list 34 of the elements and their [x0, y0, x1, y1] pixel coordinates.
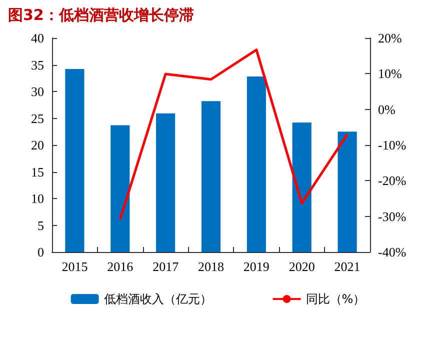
x-tick-label: 2016: [107, 259, 134, 274]
y-tick-label: 35: [31, 57, 44, 72]
y-tick-label: 30: [31, 84, 44, 99]
x-tick-label: 2019: [243, 259, 270, 274]
y-tick-label: 15: [31, 164, 44, 180]
y2-tick-label: -30%: [378, 208, 406, 224]
y-tick-label: 40: [31, 30, 44, 46]
bar: [110, 125, 130, 252]
bar: [292, 122, 312, 252]
line-series: [118, 48, 349, 220]
x-tick-label: 2015: [62, 259, 88, 274]
x-tick-label: 2020: [288, 259, 315, 274]
y-tick-label: 25: [31, 110, 44, 126]
legend-label: 同比（%）: [306, 292, 366, 306]
x-tick-label: 2021: [334, 259, 360, 274]
legend-label: 低档酒收入（亿元）: [104, 292, 212, 306]
y-tick-label: 10: [31, 191, 44, 206]
y2-tick-label: -20%: [378, 173, 406, 188]
bar: [65, 69, 84, 252]
y-tick-label: 5: [38, 218, 44, 233]
y-tick-label: 0: [38, 244, 44, 260]
y2-tick-label: 0%: [378, 102, 396, 117]
y2-tick-label: 10%: [378, 66, 402, 82]
x-tick-label: 2018: [198, 259, 224, 274]
bar: [246, 76, 266, 252]
y2-tick-label: -40%: [378, 244, 406, 260]
bar: [156, 113, 176, 252]
chart-title: 图32：低档酒营收增长停滞: [8, 6, 194, 25]
y2-tick-label: -10%: [378, 138, 406, 152]
bar: [338, 132, 357, 252]
y2-tick-label: 20%: [378, 30, 402, 46]
x-tick-label: 2017: [152, 259, 180, 274]
y-tick-label: 20: [31, 138, 44, 152]
bar: [201, 101, 221, 252]
